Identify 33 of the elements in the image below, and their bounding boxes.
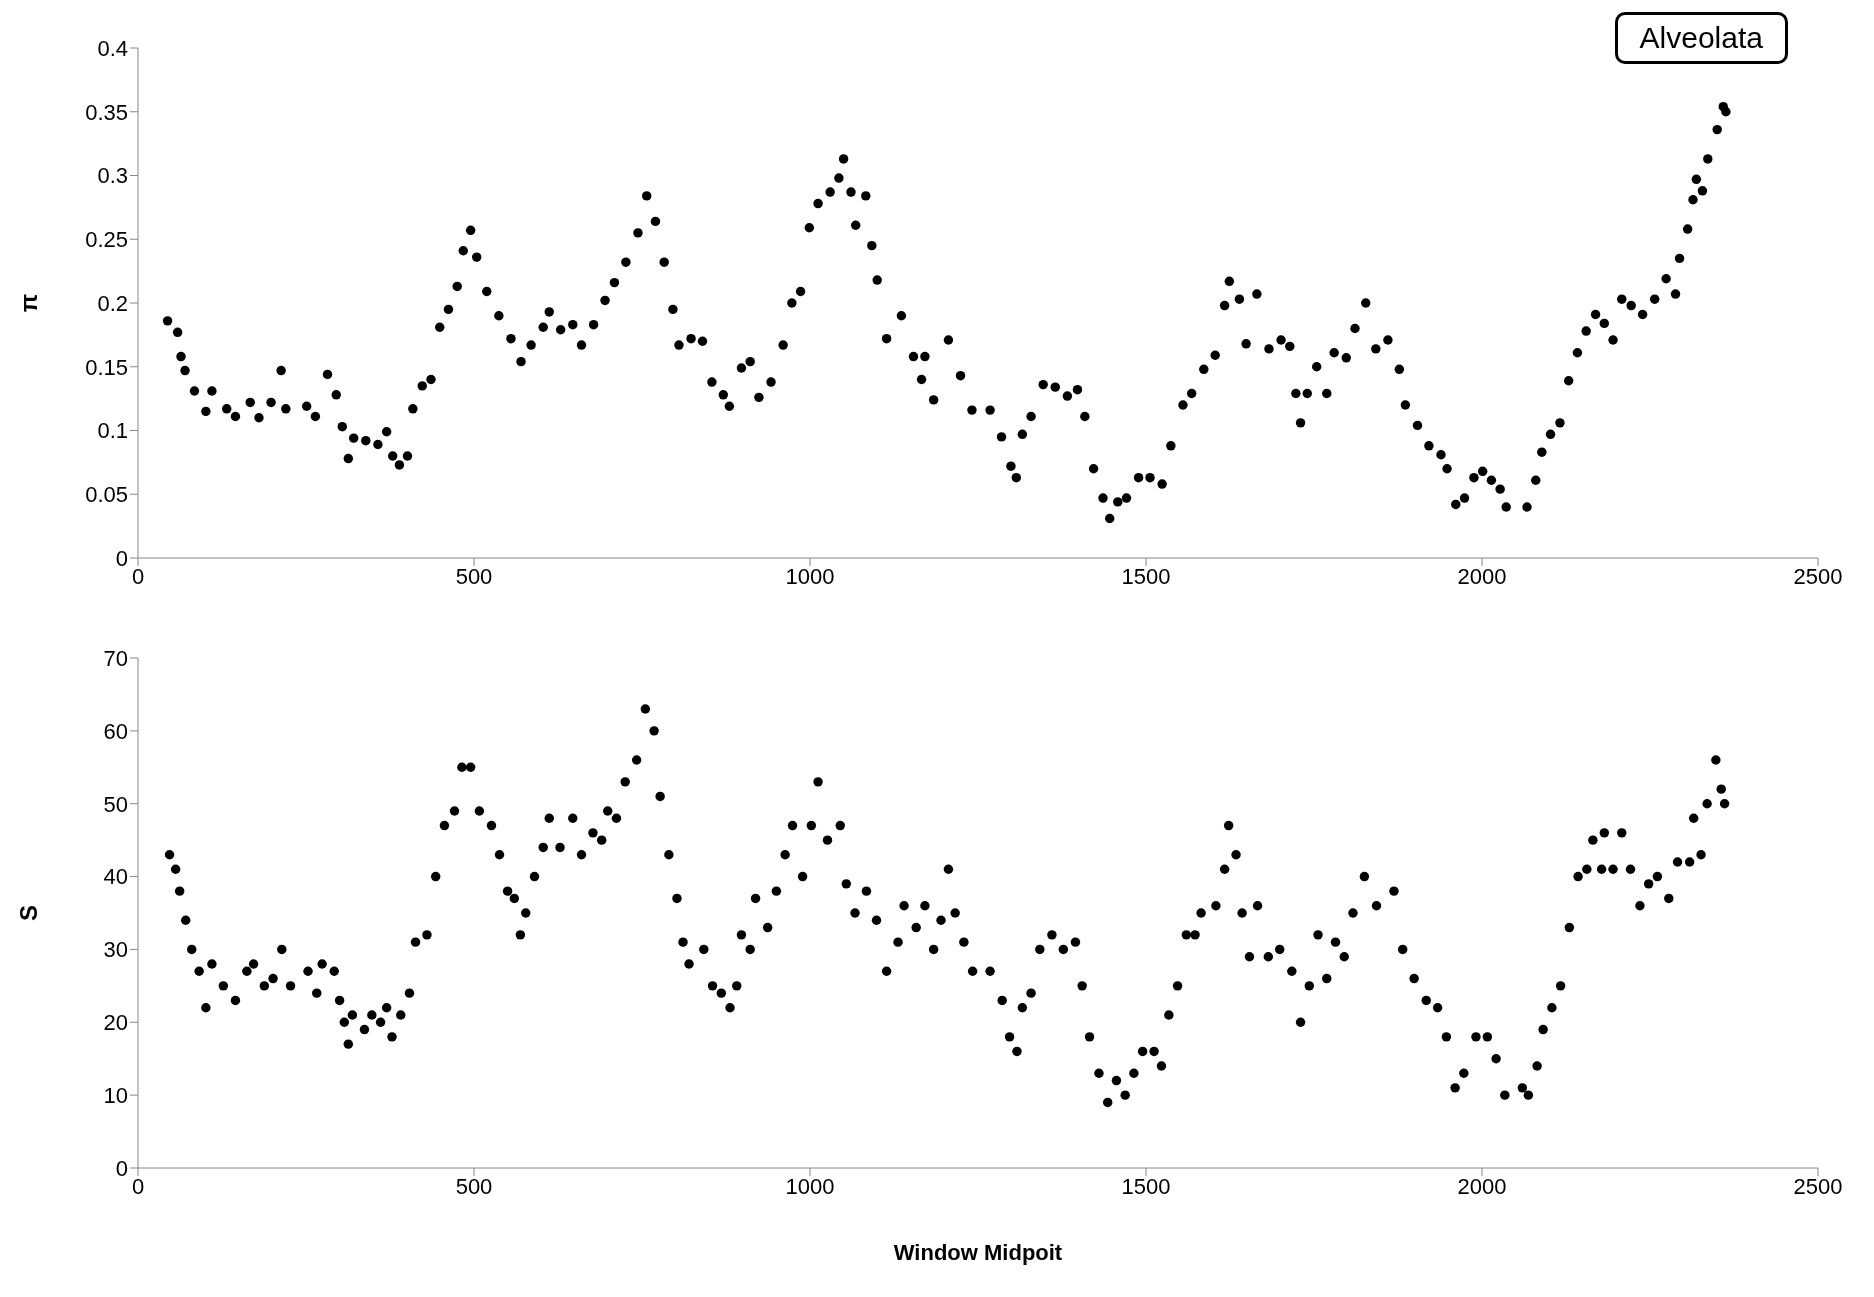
y-tick-label: 0.4 bbox=[97, 35, 128, 61]
y-tick-label: 50 bbox=[103, 791, 128, 817]
x-tick-label: 1500 bbox=[1121, 563, 1171, 589]
x-tick-label: 500 bbox=[455, 563, 493, 589]
y-tick-label: 0 bbox=[115, 545, 128, 571]
y-tick-label: 30 bbox=[103, 937, 128, 963]
x-tick-label: 2000 bbox=[1457, 1173, 1507, 1199]
y-tick-label: 0.3 bbox=[97, 163, 128, 189]
x-tick-label: 2000 bbox=[1457, 563, 1507, 589]
y-tick-label: 0.1 bbox=[97, 418, 128, 444]
y-tick-label: 40 bbox=[103, 864, 128, 890]
y-tick-label: 20 bbox=[103, 1010, 128, 1036]
y-axis-title: π bbox=[14, 293, 42, 313]
y-tick-label: 0.05 bbox=[85, 482, 128, 508]
x-tick-label: 1000 bbox=[785, 563, 835, 589]
x-tick-label: 1500 bbox=[1121, 1173, 1171, 1199]
x-tick-label: 2500 bbox=[1793, 563, 1843, 589]
y-tick-label: 70 bbox=[103, 645, 128, 671]
y-tick-label: 10 bbox=[103, 1082, 128, 1108]
x-axis-title: Window Midpoit bbox=[893, 1240, 1063, 1265]
y-tick-label: 60 bbox=[103, 718, 128, 744]
y-tick-label: 0.35 bbox=[85, 99, 128, 125]
y-tick-label: 0.2 bbox=[97, 290, 128, 316]
y-axis-title: S bbox=[14, 904, 42, 922]
annotation: Alveolata bbox=[1614, 12, 1788, 64]
y-tick-label: 0.15 bbox=[85, 354, 128, 380]
y-tick-label: 0.25 bbox=[85, 227, 128, 253]
x-tick-label: 0 bbox=[131, 1173, 145, 1199]
x-tick-label: 2500 bbox=[1793, 1173, 1843, 1199]
x-tick-label: 500 bbox=[455, 1173, 493, 1199]
x-tick-label: 1000 bbox=[785, 1173, 835, 1199]
x-tick-label: 0 bbox=[131, 563, 145, 589]
y-tick-label: 0 bbox=[115, 1155, 128, 1181]
